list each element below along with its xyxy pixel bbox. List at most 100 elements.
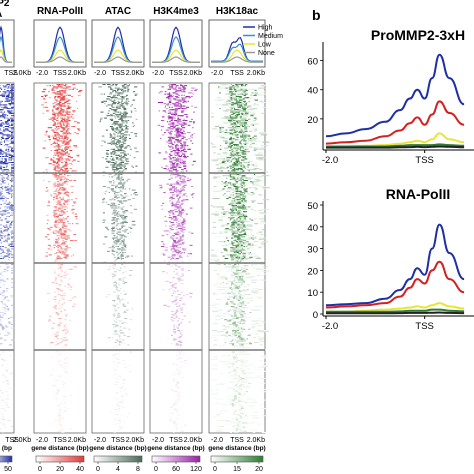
heatmap-cell xyxy=(193,133,195,135)
heatmap-cell xyxy=(157,102,162,103)
heatmap-cell xyxy=(171,252,174,253)
heatmap-cell xyxy=(191,164,195,166)
heatmap-cell xyxy=(68,120,71,121)
heatmap-cell xyxy=(173,271,175,273)
heatmap-cell xyxy=(125,211,129,213)
heatmap-cell xyxy=(171,258,174,259)
heatmap-cell xyxy=(0,236,3,238)
heatmap-cell xyxy=(53,169,55,171)
heatmap-cell xyxy=(2,123,6,125)
heatmap-cell xyxy=(173,103,175,105)
heatmap-cell xyxy=(126,302,129,304)
heatmap-cell xyxy=(177,175,179,177)
heatmap-cell xyxy=(117,405,121,407)
heatmap-cell xyxy=(171,128,174,130)
heatmap-cell xyxy=(72,88,74,90)
heatmap-cell xyxy=(0,141,3,143)
heatmap-cell xyxy=(181,124,185,126)
heatmap-cell xyxy=(171,138,175,139)
heatmap-cell xyxy=(1,180,4,181)
heatmap-cell xyxy=(64,91,67,93)
heatmap-cell xyxy=(2,112,5,114)
heatmap-cell xyxy=(238,96,242,97)
heatmap-cell xyxy=(5,240,8,241)
heatmap-cell xyxy=(57,122,60,124)
heatmap-cell xyxy=(191,134,194,136)
heatmap-cell xyxy=(114,186,118,187)
heatmap-cell xyxy=(5,153,8,155)
heatmap-cell xyxy=(117,140,121,142)
heatmap-cell xyxy=(57,247,60,249)
heatmap-cell xyxy=(53,244,56,246)
heatmap-cell xyxy=(191,186,194,187)
heatmap-cell xyxy=(8,256,11,258)
heatmap-cell xyxy=(54,336,58,337)
heatmap-cell xyxy=(241,105,243,107)
heatmap-cell xyxy=(172,397,175,399)
heatmap-cell xyxy=(54,304,57,306)
heatmap-cell xyxy=(120,124,123,126)
heatmap-cell xyxy=(224,140,228,142)
heatmap-cell xyxy=(219,132,222,133)
heatmap-cell xyxy=(50,356,53,358)
heatmap-cell xyxy=(105,158,108,160)
heatmap-cell xyxy=(64,206,68,208)
heatmap-cell xyxy=(242,121,250,123)
heatmap-cell xyxy=(120,338,122,340)
heatmap-cell xyxy=(6,123,10,125)
heatmap-cell xyxy=(227,118,234,120)
heatmap-cell xyxy=(0,148,2,150)
heatmap-cell xyxy=(183,315,186,317)
heatmap-cell xyxy=(169,189,173,191)
heatmap-cell xyxy=(116,177,120,179)
heatmap-cell xyxy=(7,110,10,112)
heatmap-cell xyxy=(115,115,119,117)
heatmap-cell xyxy=(8,127,12,129)
heatmap-cell xyxy=(7,249,10,251)
heatmap-cell xyxy=(176,309,179,311)
heatmap-cell xyxy=(252,136,254,138)
heatmap-cell xyxy=(44,134,48,136)
heatmap-cell xyxy=(221,138,229,139)
heatmap-cell xyxy=(66,244,69,246)
heatmap-cell xyxy=(64,115,66,117)
heatmap-cell xyxy=(244,120,248,121)
heatmap-cell xyxy=(64,177,67,179)
heatmap-cell xyxy=(101,201,105,203)
heatmap-cell xyxy=(11,92,14,94)
heatmap-cell xyxy=(114,194,118,196)
heatmap-cell xyxy=(68,376,71,378)
heatmap-cell xyxy=(173,219,177,221)
heatmap-cell xyxy=(65,378,68,379)
heatmap-cell xyxy=(110,126,113,127)
heatmap-cell xyxy=(2,114,6,115)
heatmap-cell xyxy=(174,162,176,163)
heatmap-cell xyxy=(1,151,5,153)
heatmap-cell xyxy=(56,140,60,142)
heatmap-cell xyxy=(222,122,229,124)
heatmap-cell xyxy=(112,166,116,168)
heatmap-cell xyxy=(180,333,183,335)
heatmap-cell xyxy=(168,98,172,100)
heatmap-cell xyxy=(60,97,65,99)
heatmap-cell xyxy=(54,154,57,156)
heatmap-cell xyxy=(175,124,179,126)
heatmap-cell xyxy=(60,264,64,265)
heatmap-cell xyxy=(181,133,184,135)
heatmap-cell xyxy=(11,426,14,427)
heatmap-cell xyxy=(62,213,65,215)
heatmap-cell xyxy=(3,169,7,171)
heatmap-cell xyxy=(221,127,224,129)
heatmap-cell xyxy=(55,201,59,203)
heatmap-cell xyxy=(62,240,64,241)
heatmap-cell xyxy=(11,88,13,90)
heatmap-cell xyxy=(123,153,126,155)
heatmap-cell xyxy=(182,165,187,167)
heatmap-cell xyxy=(59,138,61,139)
heatmap-cell xyxy=(57,192,61,193)
heatmap-cell xyxy=(174,110,177,112)
heatmap-cell xyxy=(114,163,117,165)
heatmap-cell xyxy=(11,115,15,117)
heatmap-cell xyxy=(69,230,72,232)
